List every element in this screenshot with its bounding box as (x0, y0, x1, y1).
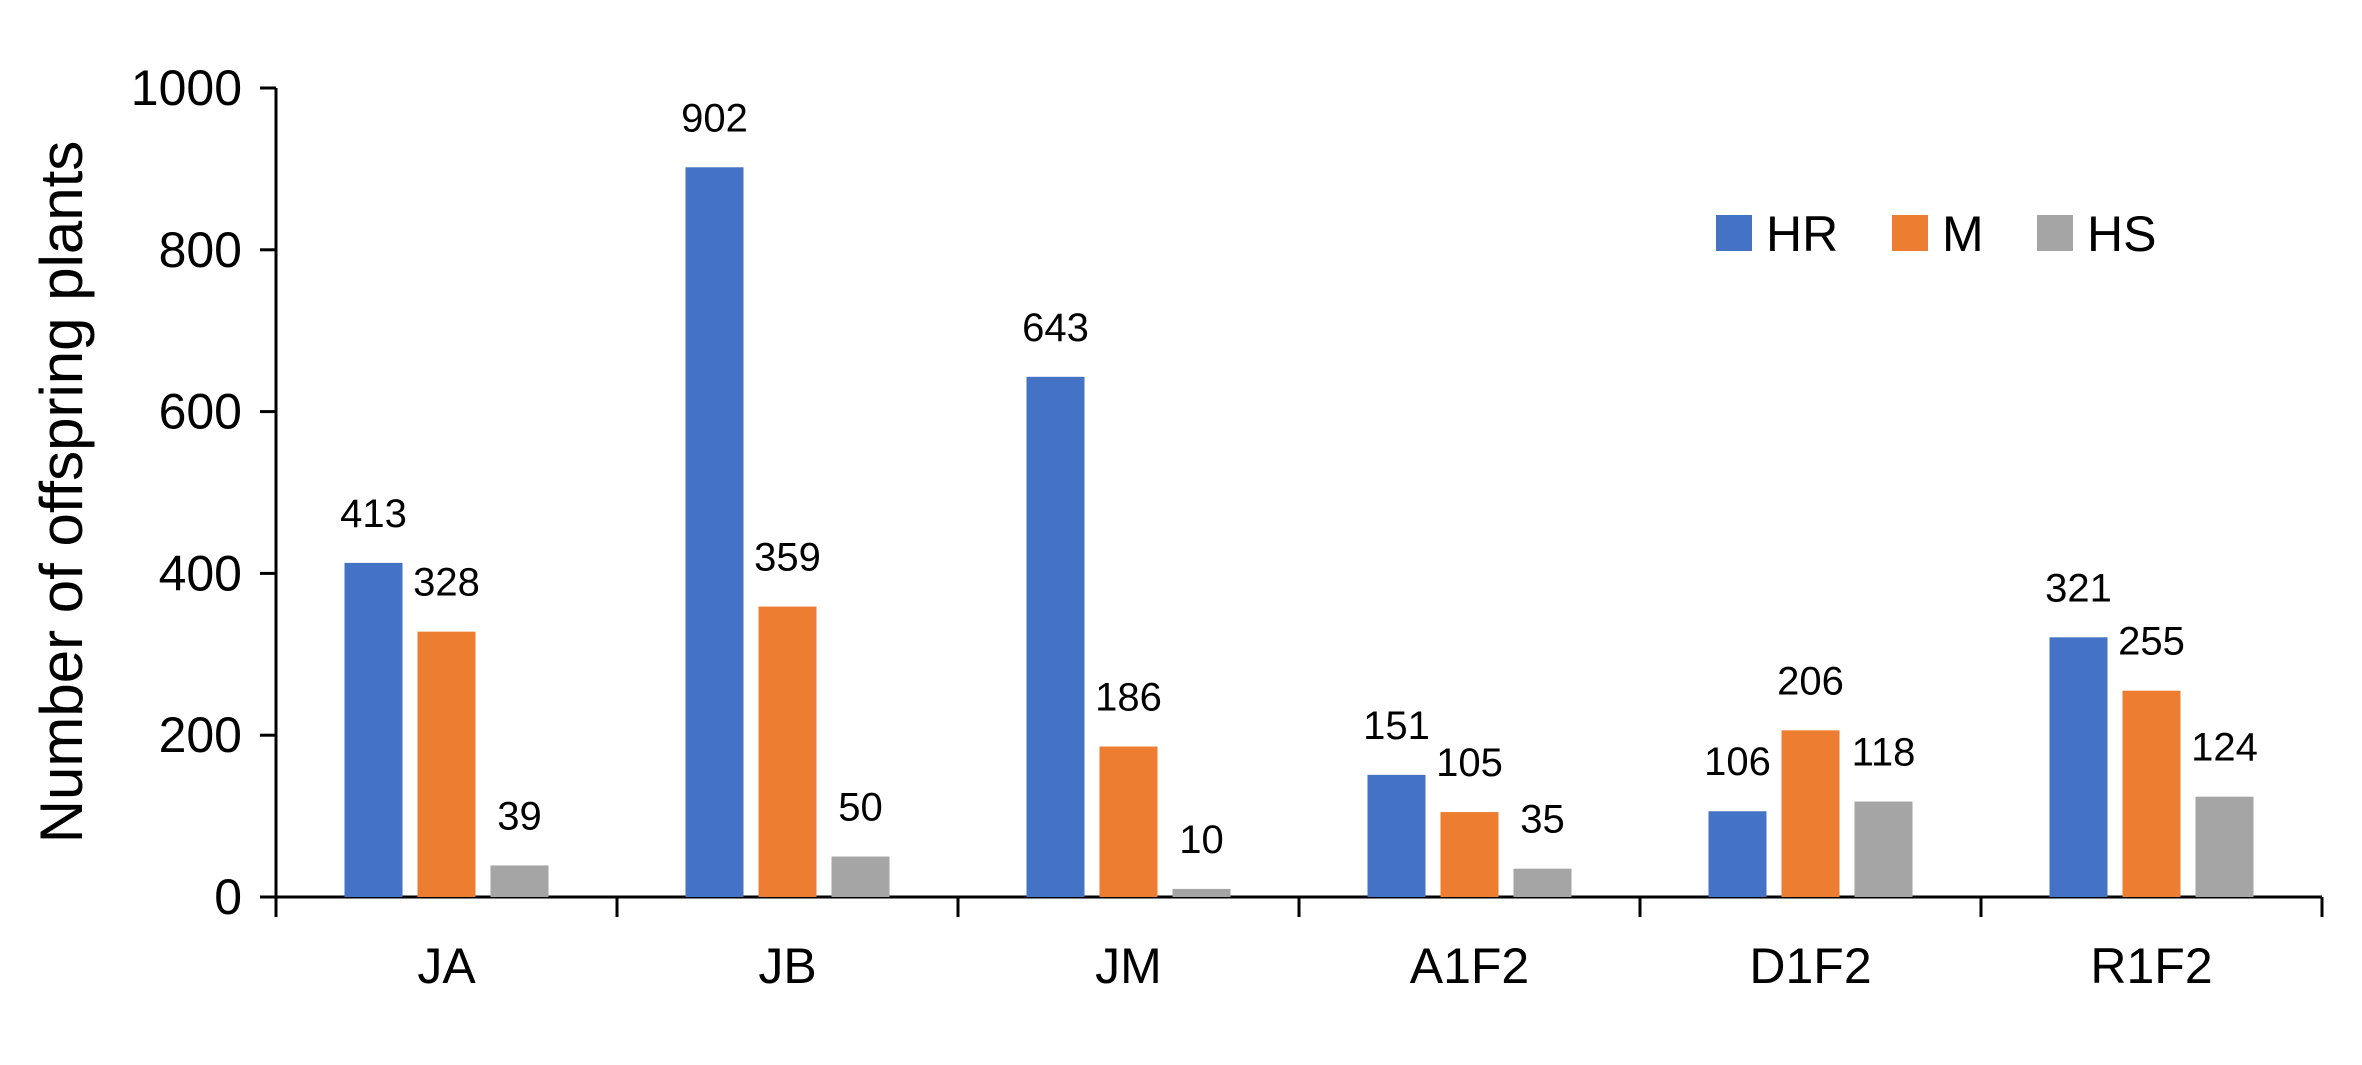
data-label: 106 (1704, 740, 1771, 784)
data-label: 124 (2191, 726, 2258, 770)
bar-m (758, 606, 817, 897)
data-label: 413 (340, 492, 407, 536)
x-tick-label: JM (1095, 938, 1162, 994)
axes: 0 200 400 600 800 1000 JA JB JM A1F2 D1F2 R1F2 (131, 60, 2324, 994)
data-label: 50 (838, 786, 883, 830)
bar-hs (1513, 868, 1572, 897)
data-label: 206 (1777, 659, 1844, 703)
data-label: 902 (681, 96, 748, 140)
bar-m (1099, 746, 1158, 897)
bar-hr (1367, 774, 1426, 897)
x-tick-label: D1F2 (1749, 938, 1871, 994)
bar-m (417, 631, 476, 897)
y-tick-label: 200 (159, 707, 242, 763)
bar-hs (831, 856, 890, 897)
legend: HR M HS (1716, 206, 2156, 262)
x-tick-label: R1F2 (2090, 938, 2212, 994)
y-axis-title-group: Number of offspring plants (28, 141, 95, 844)
data-label: 118 (1852, 731, 1916, 775)
legend-swatch-hs (2037, 215, 2073, 251)
bar-hr (344, 562, 403, 897)
bar-hs (1172, 888, 1231, 897)
data-label: 328 (413, 561, 480, 605)
data-label: 321 (2045, 566, 2112, 610)
legend-swatch-hr (1716, 215, 1752, 251)
data-label: 359 (754, 536, 821, 580)
bar-hr (1708, 811, 1767, 897)
bar-hr (1026, 376, 1085, 897)
data-label: 186 (1095, 676, 1162, 720)
data-label: 10 (1179, 818, 1224, 862)
bar-hs (490, 865, 549, 897)
data-label: 255 (2118, 620, 2185, 664)
y-tick-label: 1000 (131, 60, 242, 116)
data-label: 35 (1520, 798, 1565, 842)
data-label: 151 (1363, 704, 1430, 748)
data-label: 105 (1436, 741, 1503, 785)
legend-label-hr: HR (1766, 206, 1838, 262)
bar-hs (2195, 796, 2254, 897)
y-tick-label: 0 (214, 869, 242, 925)
bar-m (2122, 690, 2181, 897)
x-tick-label: JA (417, 938, 476, 994)
y-tick-label: 800 (159, 222, 242, 278)
legend-label-m: M (1942, 206, 1984, 262)
legend-swatch-m (1892, 215, 1928, 251)
bar-m (1440, 812, 1499, 897)
data-label: 39 (497, 794, 542, 838)
x-tick-label: A1F2 (1410, 938, 1530, 994)
bar-hs (1854, 801, 1913, 897)
bars (344, 167, 2254, 898)
data-label: 643 (1022, 306, 1089, 350)
y-tick-label: 600 (159, 384, 242, 440)
x-tick-label: JB (758, 938, 816, 994)
bar-hr (2049, 637, 2108, 897)
y-tick-label: 400 (159, 545, 242, 601)
y-axis-title: Number of offspring plants (28, 141, 95, 844)
bar-hr (685, 167, 744, 898)
legend-label-hs: HS (2087, 206, 2156, 262)
bar-m (1781, 730, 1840, 897)
